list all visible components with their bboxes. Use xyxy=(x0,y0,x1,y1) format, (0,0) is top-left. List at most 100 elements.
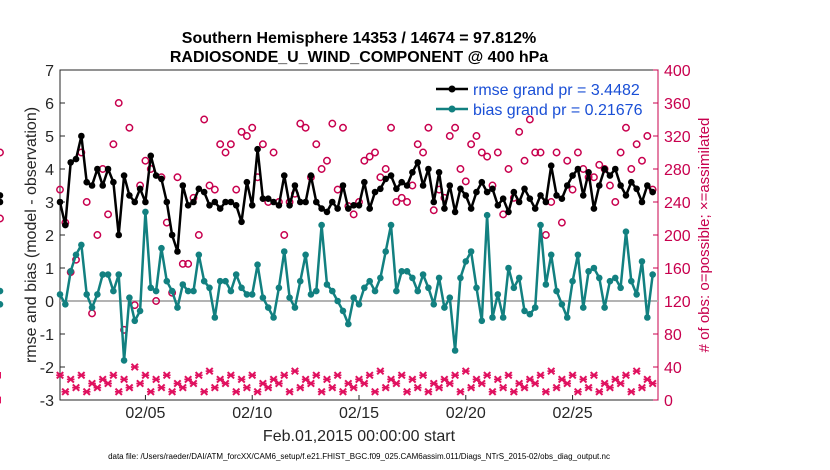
obs-possible-point xyxy=(573,148,582,157)
series-point xyxy=(409,274,416,282)
right-tick-label: 280 xyxy=(664,162,691,179)
obs-assimilated-point xyxy=(595,387,604,396)
obs-assimilated-point xyxy=(349,383,358,392)
series-point xyxy=(126,294,133,302)
series-point xyxy=(259,294,267,302)
series-point xyxy=(526,195,534,202)
obs-assimilated-point xyxy=(584,383,593,392)
series-point xyxy=(184,202,192,209)
series-point xyxy=(547,251,555,259)
series-point xyxy=(590,205,598,212)
series-point xyxy=(355,202,363,209)
series-point xyxy=(628,277,635,285)
obs-possible-point xyxy=(232,185,241,194)
series-point xyxy=(350,202,357,209)
series-point xyxy=(638,258,646,265)
obs-possible-point xyxy=(483,152,492,161)
series-point xyxy=(617,182,624,189)
obs-possible-point xyxy=(184,259,193,268)
obs-possible-point xyxy=(82,198,91,206)
series-point xyxy=(435,169,443,176)
series-point xyxy=(563,182,571,189)
obs-possible-point xyxy=(125,123,134,132)
series-point xyxy=(195,185,203,193)
obs-assimilated-point xyxy=(381,383,390,392)
obs-possible-point xyxy=(456,165,465,173)
series-point xyxy=(131,198,139,206)
obs-possible-point xyxy=(216,140,225,149)
series-point xyxy=(611,274,619,282)
obs-possible-point xyxy=(525,115,534,124)
y-axis-left-label: rmse and bias (model - observation) xyxy=(23,107,40,363)
series-point xyxy=(595,182,603,189)
series-point xyxy=(377,274,384,282)
series-point xyxy=(569,277,576,285)
obs-assimilated-point xyxy=(296,383,305,392)
series-point xyxy=(78,241,85,249)
obs-assimilated-point xyxy=(114,387,123,396)
obs-possible-point xyxy=(467,140,476,149)
series-point xyxy=(329,198,336,206)
series-point xyxy=(136,307,144,315)
series-point xyxy=(457,185,464,193)
obs-possible-point xyxy=(104,210,113,219)
obs-possible-point xyxy=(365,152,374,161)
rmse-series xyxy=(0,132,656,255)
series-point xyxy=(190,198,197,206)
obs-assimilated-point xyxy=(392,379,401,388)
series-point xyxy=(345,205,352,212)
series-point xyxy=(542,198,550,206)
series-point xyxy=(387,172,395,179)
obs-assimilated-point xyxy=(125,383,134,392)
x-tick-label: 02/20 xyxy=(446,405,486,422)
obs-possible-point xyxy=(429,206,438,215)
series-point xyxy=(232,271,240,278)
obs-assimilated-point xyxy=(333,371,342,380)
obs-assimilated-point xyxy=(563,379,572,388)
obs-assimilated-point xyxy=(157,383,166,392)
obs-assimilated-point xyxy=(541,387,550,396)
obs-possible-point xyxy=(605,181,614,190)
series-point xyxy=(211,314,219,321)
series-point xyxy=(115,231,123,239)
obs-possible-point xyxy=(445,132,454,140)
series-point xyxy=(142,208,149,216)
obs-possible-point xyxy=(248,123,257,132)
obs-possible-point xyxy=(200,115,209,124)
series-point xyxy=(302,198,309,206)
obs-possible-point xyxy=(403,198,412,206)
obs-assimilated-point xyxy=(579,375,588,384)
obs-possible-point xyxy=(173,173,182,182)
left-tick-label: 5 xyxy=(45,129,54,146)
obs-possible-point xyxy=(616,148,625,157)
series-point xyxy=(601,304,608,311)
series-point xyxy=(553,287,560,295)
series-point xyxy=(248,202,256,209)
obs-assimilated-point xyxy=(66,375,75,384)
obs-assimilated-point xyxy=(419,371,427,380)
obs-possible-point xyxy=(568,185,577,194)
obs-possible-point xyxy=(328,119,337,128)
series-point xyxy=(499,314,507,321)
series-point xyxy=(649,271,656,278)
series-point xyxy=(312,198,320,206)
left-tick-label: 7 xyxy=(45,63,54,80)
obs-assimilated-point xyxy=(178,383,187,392)
series-point xyxy=(168,287,176,295)
series-point xyxy=(158,244,165,252)
series-point xyxy=(467,248,475,255)
series-point xyxy=(425,165,432,173)
series-point xyxy=(649,188,656,196)
series-point xyxy=(521,307,528,315)
obs-assimilated-point xyxy=(397,371,406,380)
series-point xyxy=(430,301,438,308)
series-point xyxy=(595,274,603,282)
series-point xyxy=(515,274,523,282)
series-point xyxy=(286,294,293,302)
series-point xyxy=(238,218,245,226)
series-point xyxy=(296,198,304,206)
series-point xyxy=(510,284,518,292)
series-point xyxy=(633,185,640,193)
series-point xyxy=(312,287,320,295)
series-point xyxy=(606,277,614,285)
